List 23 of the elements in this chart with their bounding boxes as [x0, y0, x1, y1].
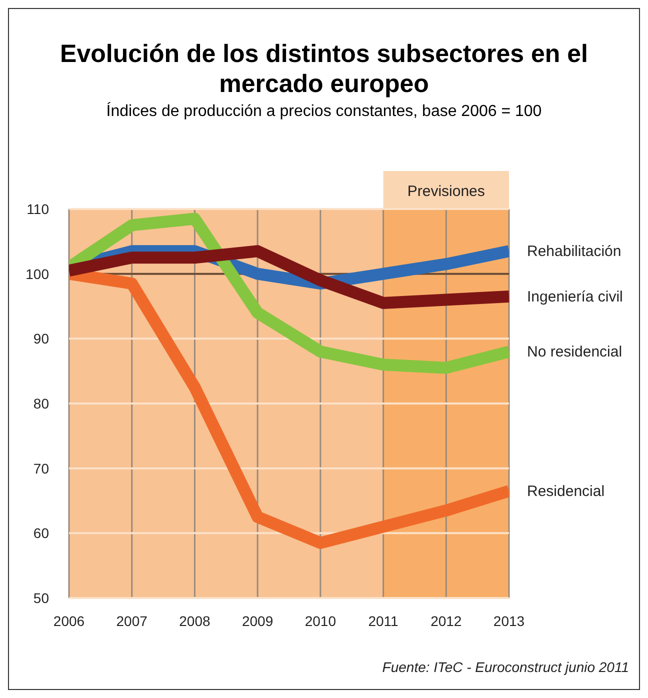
x-tick-label: 2011 — [368, 612, 399, 629]
y-tick-label: 90 — [33, 330, 50, 347]
y-tick-label: 100 — [26, 266, 50, 282]
y-tick-label: 80 — [33, 395, 50, 412]
x-tick-label: 2006 — [53, 612, 85, 629]
chart-title: Evolución de los distintos subsectores en el mercado europeo — [59, 39, 589, 99]
y-tick-label: 50 — [33, 590, 50, 606]
series-label: Rehabilitación — [527, 243, 622, 260]
x-tick-label: 2009 — [242, 612, 274, 629]
x-tick-label: 2008 — [179, 612, 210, 629]
source-note: Fuente: ITeC - Euroconstruct junio 2011 — [382, 659, 629, 675]
x-tick-label: 2013 — [493, 612, 525, 629]
chart-subtitle: Índices de producción a precios constantes, base 2006 = 100 — [105, 103, 543, 121]
y-tick-label: 60 — [33, 525, 50, 542]
y-tick-label: 70 — [33, 460, 50, 476]
x-tick-label: 2007 — [116, 612, 148, 629]
series-label: Ingeniería civil — [527, 288, 623, 306]
series-label: No residencial — [527, 344, 622, 361]
series-label: Residencial — [527, 483, 605, 500]
x-tick-label: 2010 — [304, 612, 336, 629]
x-tick-label: 2012 — [430, 612, 462, 629]
band-label: Previsiones — [407, 183, 485, 200]
y-tick-label: 110 — [26, 200, 50, 217]
